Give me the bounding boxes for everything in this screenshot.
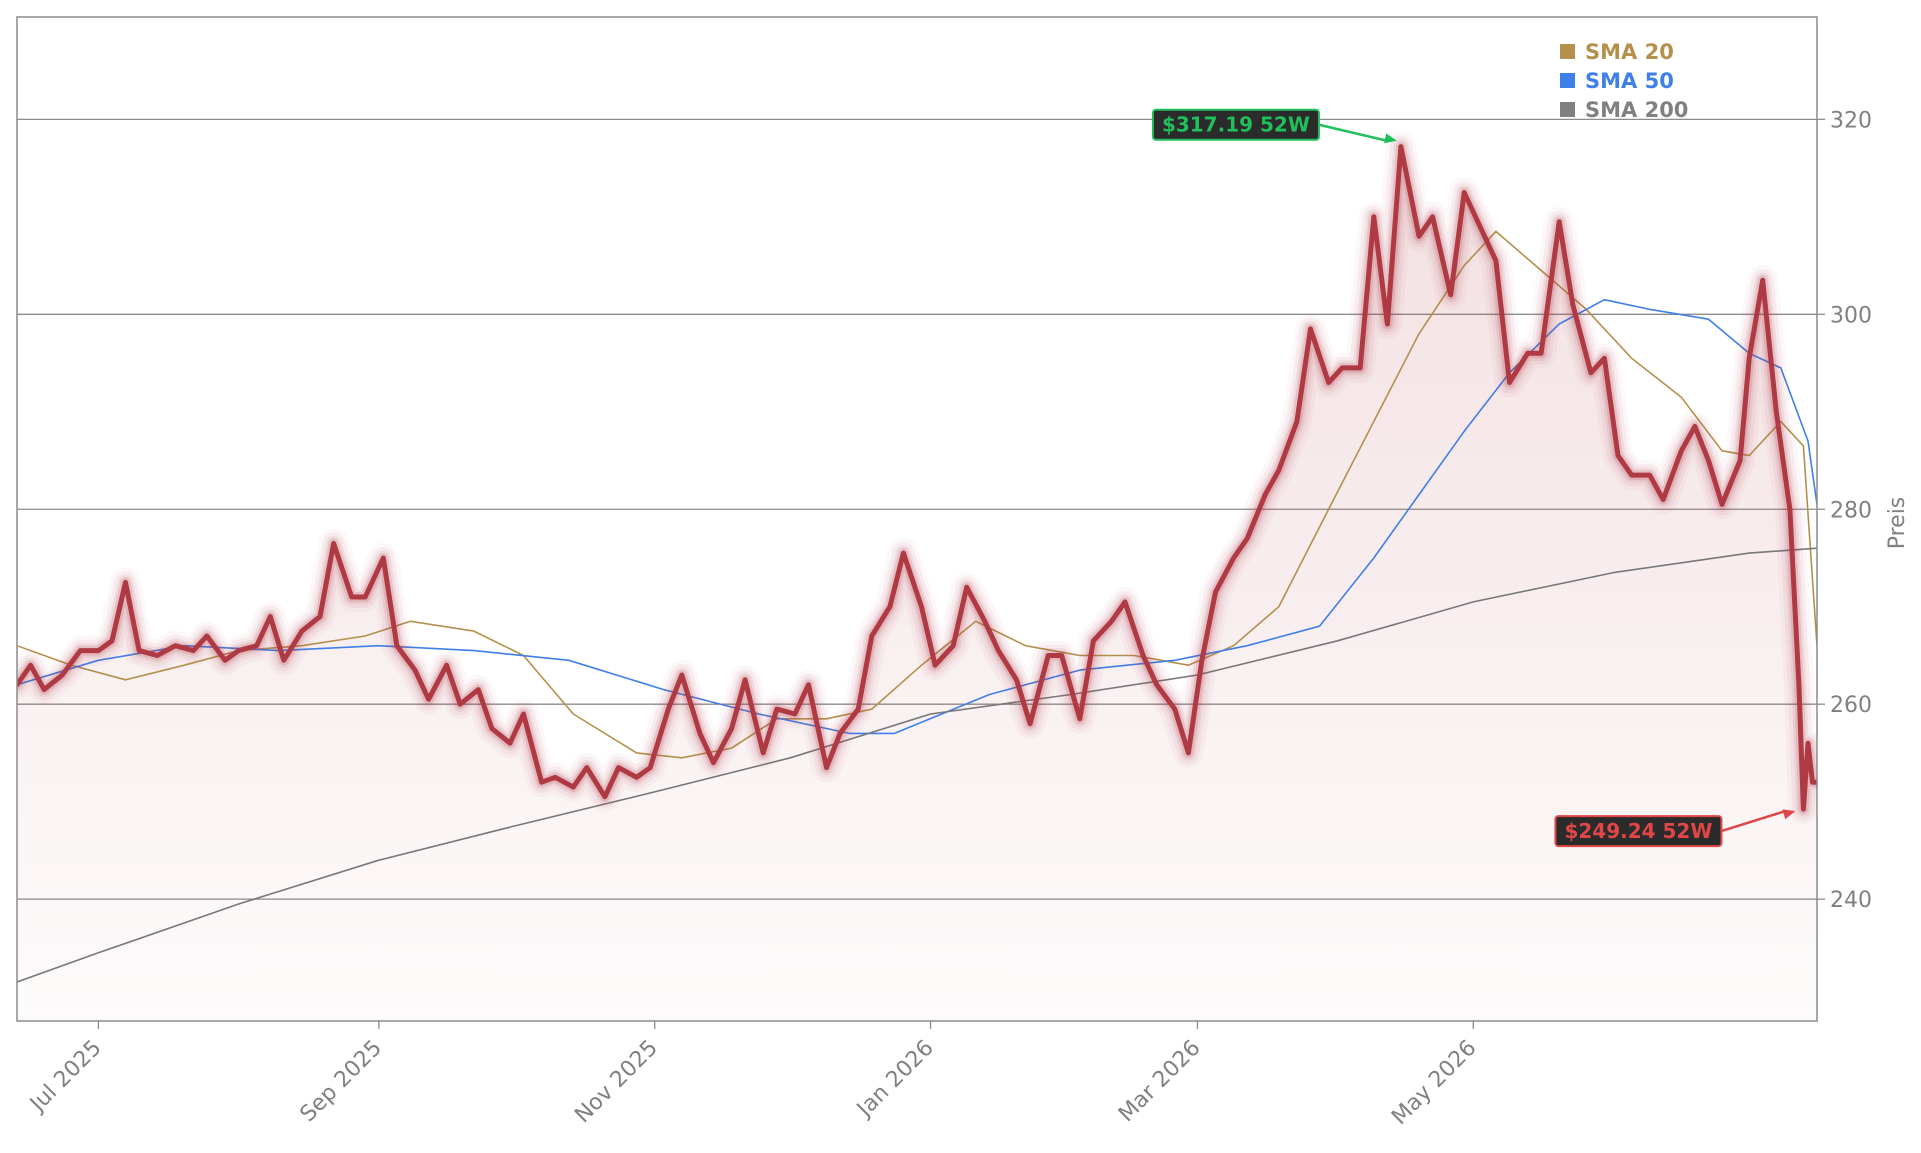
x-tick-label: Jan 2026 bbox=[851, 1036, 939, 1124]
price-line bbox=[17, 144, 1817, 812]
y-tick-label: 300 bbox=[1830, 303, 1872, 328]
annotations: $317.19 52W $249.24 52W bbox=[1151, 108, 1796, 848]
x-tick-label: Sep 2025 bbox=[296, 1036, 388, 1128]
annotation-52w-high: $317.19 52W bbox=[1151, 108, 1397, 144]
legend-swatch bbox=[1560, 102, 1575, 117]
y-axis-title: Preis bbox=[1885, 497, 1910, 550]
legend-label: SMA 50 bbox=[1585, 69, 1674, 93]
legend-label: SMA 200 bbox=[1585, 98, 1688, 122]
annotation-arrowhead bbox=[1782, 809, 1796, 820]
x-axis: Jul 2025 Sep 2025 Nov 2025 Jan 2026 Mar 2026… bbox=[24, 1021, 1482, 1130]
annotation-arrow bbox=[1721, 809, 1786, 833]
annotation-label: $249.24 52W bbox=[1564, 819, 1712, 843]
legend-entry-sma-50: SMA 50 bbox=[1560, 69, 1674, 93]
annotation-52w-low: $249.24 52W bbox=[1554, 809, 1796, 848]
series-line-sma-50 bbox=[17, 298, 1817, 735]
annotation-arrow bbox=[1318, 123, 1388, 142]
x-tick-label: Nov 2025 bbox=[570, 1036, 663, 1129]
y-tick-label: 240 bbox=[1830, 888, 1872, 913]
y-axis: 240 260 280 300 320 bbox=[1817, 108, 1872, 913]
x-tick-label: May 2026 bbox=[1387, 1036, 1481, 1130]
plot-frame bbox=[16, 16, 1818, 1022]
price-area-fill bbox=[17, 146, 1817, 1021]
legend-swatch bbox=[1560, 44, 1575, 59]
annotation-label: $317.19 52W bbox=[1162, 113, 1310, 137]
y-tick-label: 260 bbox=[1830, 693, 1872, 718]
series-line-sma-20 bbox=[17, 230, 1817, 759]
legend-entry-sma-20: SMA 20 bbox=[1560, 40, 1674, 64]
annotation-arrowhead bbox=[1384, 133, 1397, 144]
series-line-sma-200 bbox=[17, 547, 1817, 983]
legend: SMA 20 SMA 50 SMA 200 bbox=[1560, 40, 1688, 122]
x-tick-label: Jul 2025 bbox=[24, 1036, 106, 1118]
x-tick-label: Mar 2026 bbox=[1114, 1036, 1206, 1128]
legend-swatch bbox=[1560, 73, 1575, 88]
y-tick-label: 280 bbox=[1830, 498, 1872, 523]
legend-entry-sma-200: SMA 200 bbox=[1560, 98, 1688, 122]
plot-area bbox=[17, 131, 1817, 1021]
legend-label: SMA 20 bbox=[1585, 40, 1674, 64]
y-tick-label: 320 bbox=[1830, 108, 1872, 133]
